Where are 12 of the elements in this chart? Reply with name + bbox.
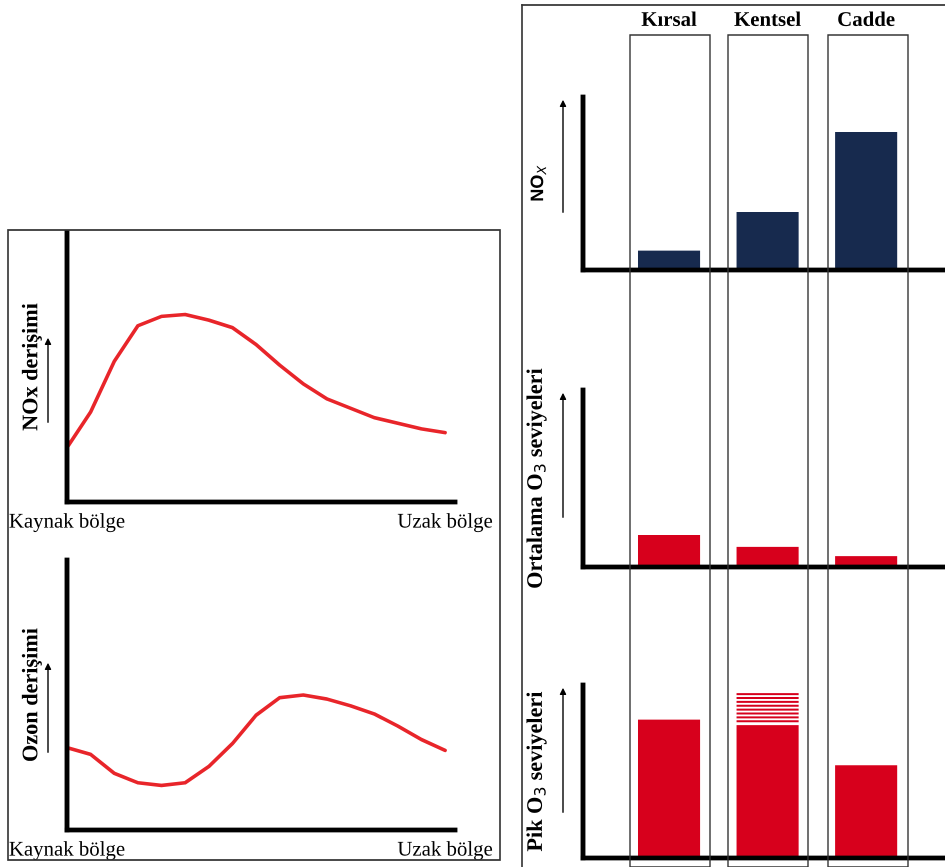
x-tick-label: Kırsal xyxy=(642,11,696,26)
x-tick-label: Kaynak bölge xyxy=(9,841,124,860)
x-tick-label: Uzak bölge xyxy=(398,513,492,532)
y-axis-title: Ortalama O$_{3}$ seviyeleri xyxy=(526,368,547,588)
x-tick-label: Kaynak bölge xyxy=(9,513,124,532)
y-axis-title: Pik O$_{3}$ seviyeleri xyxy=(526,692,547,852)
y-axis-title: Ozon derişimi xyxy=(22,628,42,761)
x-tick-label: Uzak bölge xyxy=(398,841,492,860)
y-axis-title: NO$_{X}$ xyxy=(530,166,546,201)
x-tick-label: Kentsel xyxy=(734,11,801,26)
y-axis-title: NOx derişimi xyxy=(22,303,42,430)
x-tick-label: Cadde xyxy=(838,11,895,26)
